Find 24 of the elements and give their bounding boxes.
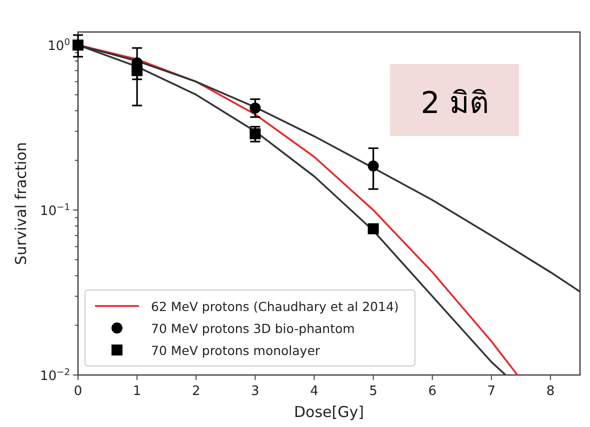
point bbox=[368, 223, 379, 234]
x-axis-title: Dose[Gy] bbox=[294, 403, 364, 421]
x-tick-label: 2 bbox=[192, 384, 200, 399]
x-tick-label: 0 bbox=[74, 384, 82, 399]
legend-label: 62 MeV protons (Chaudhary et al 2014) bbox=[151, 299, 399, 314]
x-tick-label: 5 bbox=[369, 384, 378, 399]
x-tick-label: 6 bbox=[428, 384, 436, 399]
x-tick-label: 1 bbox=[132, 384, 142, 399]
point bbox=[250, 128, 261, 140]
point bbox=[250, 102, 261, 114]
legend-label: 70 MeV protons monolayer bbox=[151, 343, 321, 358]
point bbox=[132, 65, 143, 76]
y-tick-label: 10$^{−1}$ bbox=[40, 203, 70, 220]
y-tick-label: 10$^{−2}$ bbox=[40, 368, 70, 384]
annotation: 2 มิติ bbox=[420, 86, 488, 121]
x-tick-label: 4 bbox=[310, 384, 318, 399]
y-tick-label: 10$^{0}$ bbox=[48, 38, 70, 54]
x-tick-label: 3 bbox=[251, 384, 260, 399]
point bbox=[72, 40, 84, 51]
x-tick-label: 8 bbox=[546, 384, 555, 399]
y-axis-title: Survival fraction bbox=[12, 142, 30, 265]
legend-label: 70 MeV protons 3D bio-phantom bbox=[151, 321, 355, 336]
x-tick-label: 7 bbox=[487, 384, 496, 399]
point bbox=[368, 160, 379, 172]
